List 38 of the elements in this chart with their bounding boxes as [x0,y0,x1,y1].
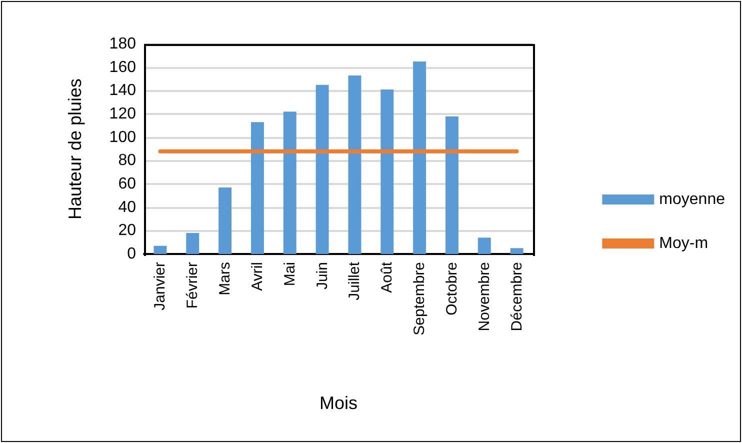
y-tick-label: 40 [118,198,136,216]
y-tick-label: 100 [109,128,136,146]
x-tick-label: Avril [248,262,266,291]
bar [380,90,394,254]
bar [186,233,200,254]
y-tick-label: 180 [109,36,136,52]
y-tick-label: 80 [118,152,136,170]
bar [348,76,362,254]
bar [413,62,426,254]
x-tick-label: Décembre [508,262,526,332]
x-tick-label: Juillet [346,261,364,300]
y-tick-label: 140 [109,82,136,100]
bar [250,122,264,254]
y-axis-title: Hauteur de pluies [65,78,85,220]
x-tick-label: Janvier [152,262,169,310]
bar [445,116,458,254]
y-tick-label: 20 [118,222,136,240]
y-tick-label: 0 [127,246,136,262]
bar [218,188,232,254]
y-tick-label: 160 [109,58,136,76]
bar [154,246,167,254]
bar [316,84,329,254]
bar [510,248,524,254]
x-tick-label: Septembre [411,262,428,336]
x-tick-label: Mai [281,262,298,286]
y-tick-label: 60 [118,176,136,192]
legend-label: Moy-m [659,235,708,252]
x-tick-label: Mars [216,262,234,296]
x-tick-label: Novembre [476,262,493,332]
x-tick-label: Août [378,261,396,293]
legend-label: moyenne [659,191,726,208]
bar [478,238,491,254]
x-axis-title: Mois [319,393,358,413]
x-tick-label: Février [184,262,202,309]
x-tick-label: Octobre [443,262,460,316]
y-tick-label: 120 [109,106,136,122]
bar [283,112,296,254]
x-tick-label: Juin [314,262,331,290]
